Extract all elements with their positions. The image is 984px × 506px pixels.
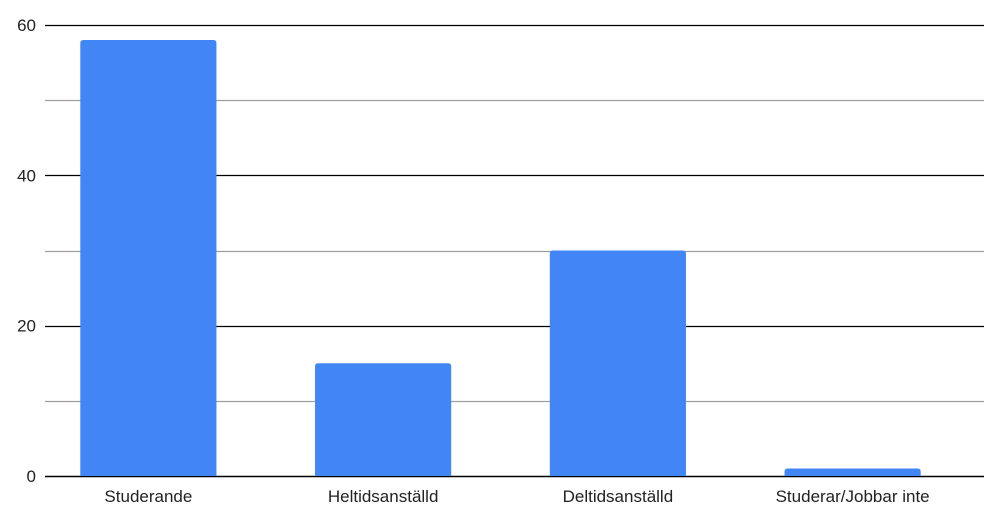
x-category-label: Heltidsanställd — [328, 487, 439, 506]
bar-studerar-jobbar-inte — [784, 468, 921, 476]
x-category-label: Studerande — [104, 487, 192, 506]
bars — [80, 40, 921, 477]
bar-studerande — [80, 40, 217, 477]
y-tick-label: 40 — [17, 166, 36, 185]
bar-heltidsanst-lld — [315, 363, 452, 476]
y-tick-label: 20 — [17, 317, 36, 336]
y-axis-ticks: 0 20 40 60 — [17, 16, 36, 486]
bar-deltidsanst-lld — [549, 250, 686, 476]
y-tick-label: 0 — [27, 467, 36, 486]
x-axis-labels: Studerande Heltidsanställd Deltidsanställd… — [104, 487, 929, 506]
x-category-label: Deltidsanställd — [563, 487, 674, 506]
x-category-label: Studerar/Jobbar inte — [776, 487, 930, 506]
y-tick-label: 60 — [17, 16, 36, 35]
